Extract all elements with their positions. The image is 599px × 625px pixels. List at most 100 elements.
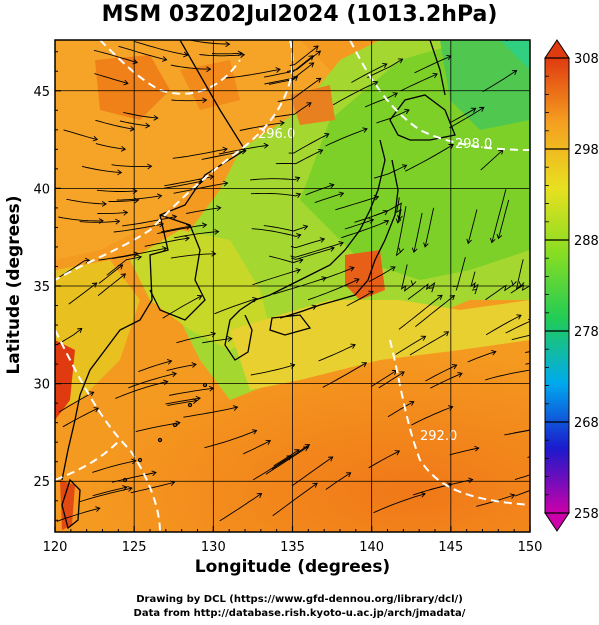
streamline [97, 211, 128, 215]
streamline-arrowhead [468, 477, 474, 484]
streamline-arrowhead [275, 67, 281, 73]
streamline [288, 133, 330, 154]
streamline-arrowhead [256, 493, 263, 498]
contour-lines [55, 40, 530, 532]
y-axis-label: Latitude (degrees) [4, 195, 24, 375]
streamline [214, 298, 257, 315]
streamline [511, 334, 530, 341]
streamline [98, 264, 123, 284]
streamline-arrowhead [95, 506, 101, 512]
streamline [318, 344, 356, 362]
streamline [411, 406, 453, 426]
streamline-arrowhead [191, 362, 197, 368]
streamline [172, 148, 228, 159]
streamline-arrowhead [232, 405, 239, 411]
streamline [186, 207, 221, 214]
streamline-arrowhead [184, 235, 190, 242]
streamline-arrowhead [237, 50, 243, 57]
streamline-arrowhead [162, 56, 168, 62]
streamline-arrowhead [491, 349, 497, 356]
streamline-arrowhead [317, 149, 324, 155]
streamline [119, 120, 150, 127]
streamline [387, 401, 415, 418]
streamline [268, 76, 298, 85]
streamline-arrowhead [372, 80, 379, 87]
streamline-arrowhead [313, 45, 319, 51]
streamline [376, 109, 410, 124]
streamline-arrowhead [147, 163, 153, 170]
streamline-arrowhead [120, 145, 127, 152]
streamline [78, 487, 133, 503]
streamline [395, 206, 407, 257]
streamline-arrowhead [409, 400, 415, 406]
streamline-arrowhead [198, 178, 204, 185]
streamline [160, 225, 191, 233]
streamline [96, 189, 137, 192]
streamline [430, 372, 463, 389]
streamline [405, 144, 454, 172]
streamline-arrowhead [263, 142, 269, 149]
streamline-arrowhead [227, 336, 233, 342]
streamline-arrowhead [324, 132, 330, 139]
streamline-arrowhead [410, 280, 417, 286]
streamline [346, 291, 374, 307]
x-tick-label: 120 [43, 540, 68, 555]
streamline [218, 144, 269, 155]
streamline [225, 68, 281, 79]
streamline [174, 231, 219, 239]
contour-labels: 296.0 298.0 292.0 [258, 127, 492, 444]
streamline-arrowhead [338, 241, 344, 247]
streamline [199, 54, 245, 57]
colorbar-tick-label: 268 [574, 416, 599, 431]
streamline-arrowhead [471, 289, 478, 295]
streamline [513, 429, 530, 434]
streamline [118, 45, 167, 61]
streamline-arrowhead [145, 122, 151, 129]
streamline [66, 198, 107, 205]
streamline-arrowhead [509, 493, 516, 499]
streamline [165, 397, 201, 405]
x-axis-label: Longitude (degrees) [194, 557, 391, 577]
streamline [373, 164, 407, 179]
streamline [252, 455, 292, 481]
streamline-arrowhead [265, 439, 272, 446]
streamline-arrowhead [420, 335, 427, 341]
streamline-arrowhead [223, 180, 229, 187]
streamline [264, 62, 314, 85]
streamline-arrowhead [470, 107, 477, 113]
y-tick-label: 40 [33, 182, 50, 197]
streamline [58, 216, 104, 222]
streamline [425, 364, 457, 382]
streamline-arrowhead [295, 192, 302, 199]
streamline-arrowhead [329, 183, 335, 189]
streamline-arrowhead [127, 486, 133, 492]
streamline-arrowhead [316, 77, 322, 83]
streamline-arrowhead [382, 62, 388, 69]
chart-title: MSM 03Z02Jul2024 (1013.2hPa) [101, 2, 498, 27]
streamline-arrowhead [292, 75, 299, 82]
streamline [171, 99, 207, 102]
streamline [414, 55, 452, 74]
streamline [250, 177, 300, 181]
streamline-arrowhead [398, 247, 405, 254]
streamline [166, 363, 197, 372]
streamline-arrowhead [479, 106, 485, 112]
streamline-arrowhead [535, 367, 539, 372]
streamline-arrowhead [183, 51, 189, 58]
colorbar-scale [544, 57, 570, 514]
streamline [341, 220, 389, 239]
streamline-arrowhead [362, 127, 368, 133]
streamline [58, 391, 94, 413]
streamline [491, 189, 507, 243]
streamline [373, 493, 426, 514]
streamline [202, 338, 232, 344]
streamline [98, 252, 138, 261]
streamline-arrowhead [101, 201, 107, 207]
streamline [367, 58, 403, 79]
streamline [307, 278, 360, 301]
streamline-arrowhead [327, 456, 334, 462]
streamline [368, 450, 400, 469]
streamline [123, 111, 158, 119]
contour-label: 296.0 [258, 127, 295, 142]
streamline-arrowhead [397, 214, 403, 221]
